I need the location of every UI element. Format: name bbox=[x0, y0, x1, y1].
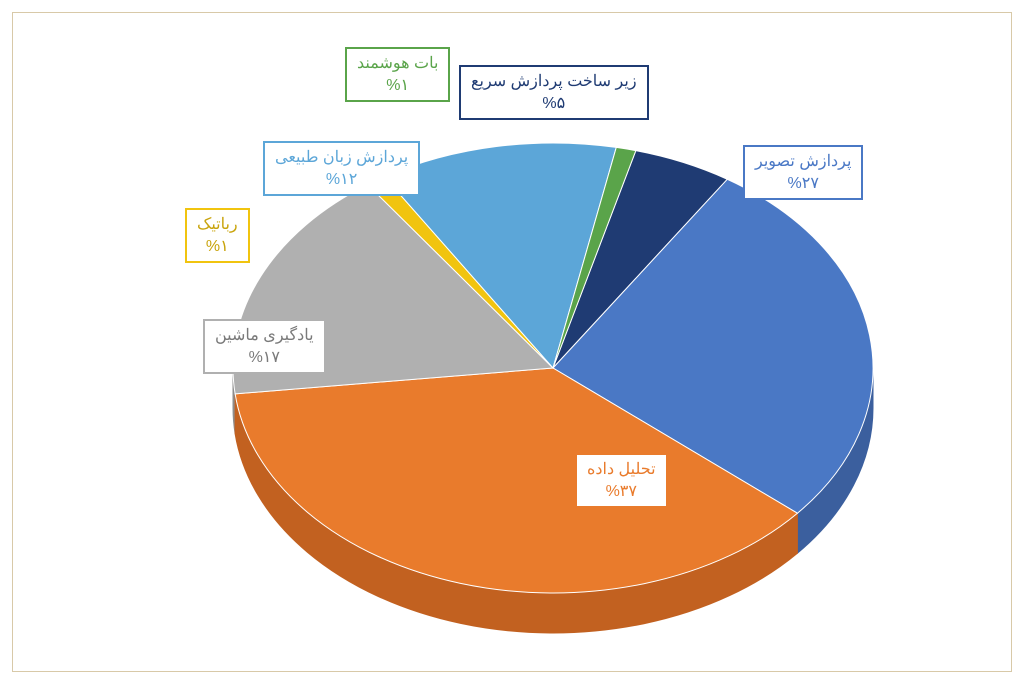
slice-label-smartbot: بات هوشمند%۱ bbox=[345, 47, 450, 102]
slice-label-text: بات هوشمند bbox=[357, 53, 438, 75]
slice-label-percent: %۱ bbox=[357, 75, 438, 97]
slice-label-text: پردازش زبان طبیعی bbox=[275, 147, 408, 169]
slice-label-text: رباتیک bbox=[197, 214, 238, 236]
slice-label-text: یادگیری ماشین bbox=[215, 325, 314, 347]
slice-label-nlp: پردازش زبان طبیعی%۱۲ bbox=[263, 141, 420, 196]
slice-label-data_analysis: تحلیل داده%۳۷ bbox=[575, 453, 668, 508]
slice-label-text: تحلیل داده bbox=[587, 459, 656, 481]
slice-label-fast_infra: زیر ساخت پردازش سریع%۵ bbox=[459, 65, 649, 120]
slice-label-percent: %۲۷ bbox=[755, 173, 851, 195]
slice-label-image_proc: پردازش تصویر%۲۷ bbox=[743, 145, 863, 200]
slice-label-robotics: رباتیک%۱ bbox=[185, 208, 250, 263]
slice-label-percent: %۳۷ bbox=[587, 481, 656, 503]
slice-label-ml: یادگیری ماشین%۱۷ bbox=[203, 319, 326, 374]
slice-label-percent: %۱ bbox=[197, 236, 238, 258]
chart-frame: زیر ساخت پردازش سریع%۵ پردازش تصویر%۲۷ تحل… bbox=[12, 12, 1012, 672]
slice-label-percent: %۱۲ bbox=[275, 169, 408, 191]
slice-label-percent: %۱۷ bbox=[215, 347, 314, 369]
slice-label-percent: %۵ bbox=[471, 93, 637, 115]
slice-label-text: زیر ساخت پردازش سریع bbox=[471, 71, 637, 93]
slice-label-text: پردازش تصویر bbox=[755, 151, 851, 173]
